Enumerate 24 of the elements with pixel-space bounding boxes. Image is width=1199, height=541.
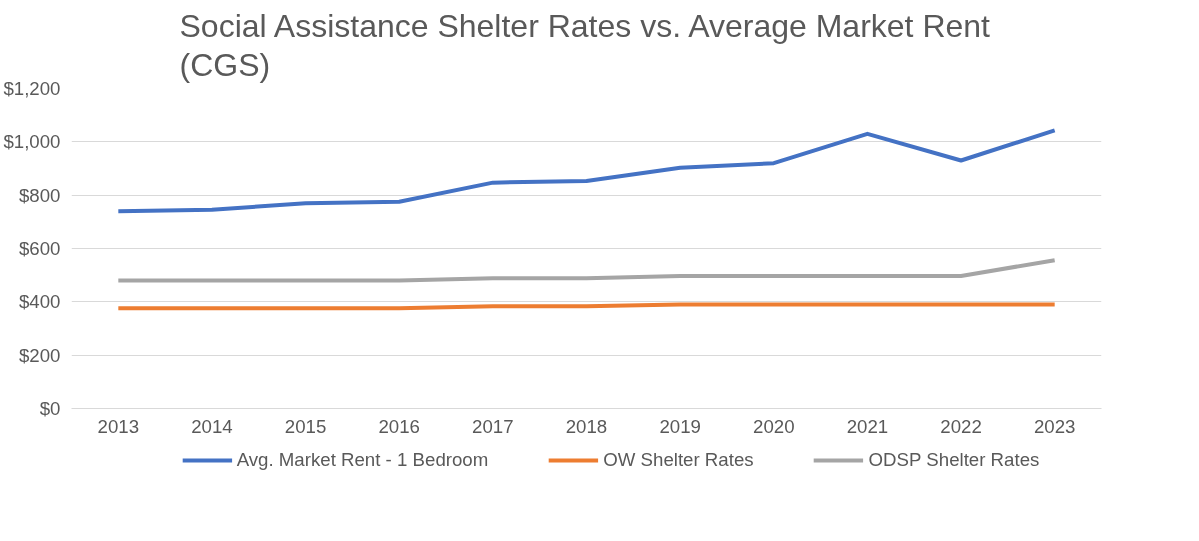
x-tick-label: 2021 bbox=[846, 415, 889, 437]
legend-label: ODSP Shelter Rates bbox=[868, 449, 1040, 471]
x-tick-label: 2022 bbox=[940, 415, 982, 437]
y-tick-label: $1,200 bbox=[3, 78, 61, 99]
x-tick-label: 2015 bbox=[284, 415, 327, 437]
x-tick-label: 2023 bbox=[1033, 415, 1076, 437]
y-tick-label: $600 bbox=[19, 238, 61, 259]
legend-label: OW Shelter Rates bbox=[603, 449, 754, 471]
x-tick-label: 2020 bbox=[753, 415, 795, 437]
y-tick-label: $200 bbox=[19, 344, 61, 366]
y-tick-label: $800 bbox=[19, 184, 61, 206]
x-tick-label: 2014 bbox=[191, 415, 233, 437]
x-tick-label: 2016 bbox=[378, 415, 420, 437]
x-tick-label: 2018 bbox=[565, 415, 608, 437]
x-tick-label: 2017 bbox=[472, 415, 514, 437]
y-tick-label: $1,000 bbox=[3, 131, 61, 153]
chart-title: Social Assistance Shelter Rates vs. Average Market Rent (CGS) bbox=[179, 7, 991, 84]
line-series bbox=[116, 128, 1057, 214]
y-tick-label: $0 bbox=[39, 398, 61, 419]
line-series bbox=[116, 258, 1057, 283]
x-tick-label: 2013 bbox=[97, 415, 140, 437]
y-tick-label: $400 bbox=[19, 291, 61, 313]
legend-label: Avg. Market Rent - 1 Bedroom bbox=[236, 449, 489, 471]
x-tick-label: 2019 bbox=[659, 415, 701, 437]
